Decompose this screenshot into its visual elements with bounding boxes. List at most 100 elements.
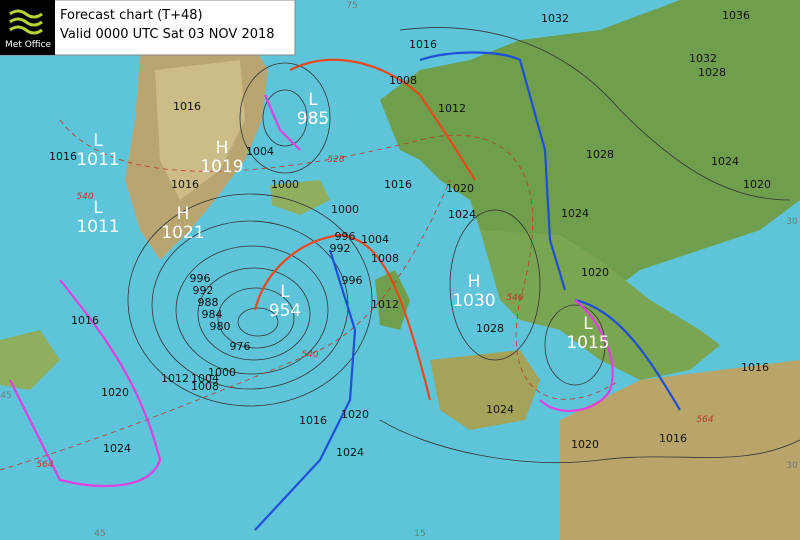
isobar-label: 1032: [541, 12, 569, 25]
isobar-label: 1012: [161, 372, 189, 385]
isobar: [127, 193, 373, 407]
warm-front: [289, 58, 476, 181]
isobar-label: 1004: [246, 145, 274, 158]
isobar-label: 1028: [476, 322, 504, 335]
logo-text: Met Office: [5, 40, 51, 50]
central-europe: [480, 230, 720, 380]
isobar-label: 1024: [486, 403, 514, 416]
pressure-center-value: 985: [297, 109, 329, 129]
isobar-label: 1024: [711, 155, 739, 168]
isobar-label: 980: [210, 320, 231, 333]
isobar-label: 1020: [101, 386, 129, 399]
isobar: [175, 245, 329, 375]
isobar-label: 1024: [448, 208, 476, 221]
cold-front: [574, 298, 681, 411]
pressure-center-kind: L: [93, 131, 103, 151]
pressure-center-value: 1011: [76, 150, 119, 170]
iberia: [430, 350, 540, 430]
title: Forecast chart (T+48): [60, 8, 203, 23]
newfoundland: [0, 330, 60, 390]
warm-front: [253, 233, 432, 401]
pressure-center-kind: H: [177, 204, 190, 224]
isobar-label: 992: [193, 284, 214, 297]
isobar-label: 1036: [722, 9, 750, 22]
isobar-label: 1000: [331, 203, 359, 216]
isobar-label: 1008: [191, 380, 219, 393]
thickness-label: 540: [76, 192, 93, 202]
logo-box: [0, 0, 55, 55]
thickness-label: 546: [506, 293, 523, 303]
isobar: [197, 267, 311, 361]
isobar-label: 1020: [446, 182, 474, 195]
isobar-label: 1028: [586, 148, 614, 161]
thickness-label: 528: [327, 155, 344, 165]
isobar: [217, 287, 295, 349]
isobar: [239, 62, 331, 174]
isobar-label: 1024: [336, 446, 364, 459]
isobar-label: 1016: [71, 314, 99, 327]
occluded-front: [539, 299, 614, 412]
grid-label: 15: [414, 529, 425, 539]
logo-wave: [9, 25, 43, 35]
isobar-label: 1000: [271, 178, 299, 191]
isobar-label: 988: [198, 296, 219, 309]
thickness-label: 564: [696, 415, 713, 425]
pressure-center-value: 1030: [452, 291, 495, 311]
isobar-label: 1016: [49, 150, 77, 163]
isobar-label: 1016: [173, 100, 201, 113]
grid-label: 75: [346, 1, 357, 11]
grid-label: 30: [786, 217, 798, 227]
isobar: [262, 89, 308, 147]
thickness-lines: [0, 119, 621, 471]
isobar-label: 1020: [571, 438, 599, 451]
cold-front: [419, 51, 567, 291]
greenland-ice: [155, 60, 245, 200]
north-africa: [560, 360, 800, 540]
isobar-label: 1024: [103, 442, 131, 455]
thickness-line: [0, 179, 451, 471]
isobar-label: 1016: [741, 361, 769, 374]
isobar-label: 996: [335, 230, 356, 243]
thickness-label: 564: [36, 460, 53, 470]
scandinavia-russia: [380, 0, 800, 300]
logo-wave: [9, 17, 43, 27]
isobar: [449, 209, 541, 361]
isobar-label: 1016: [171, 178, 199, 191]
occluded-front: [9, 279, 162, 488]
isobar-label: 1028: [698, 66, 726, 79]
logo-wave: [9, 9, 43, 19]
isobar-label: 996: [190, 272, 211, 285]
pressure-center-kind: L: [93, 198, 103, 218]
pressure-center-kind: H: [216, 138, 229, 158]
isobar-label: 1004: [361, 233, 389, 246]
isobar-label: 1024: [561, 207, 589, 220]
isobar: [379, 419, 800, 463]
isobar-label: 992: [330, 242, 351, 255]
isobar-label: 1008: [389, 74, 417, 87]
isobar-label: 984: [202, 308, 223, 321]
grid-label: 45: [94, 529, 105, 539]
grid-label: 30: [786, 461, 798, 471]
isobar-label: 1004: [191, 372, 219, 385]
isobar-label: 1016: [659, 432, 687, 445]
logo-waves: [9, 9, 43, 35]
isobar-label: 1000: [208, 366, 236, 379]
fronts: [9, 51, 681, 531]
iceland: [270, 180, 330, 215]
isobar-label: 1020: [743, 178, 771, 191]
pressure-center-kind: L: [280, 282, 290, 302]
isobar-label: 1016: [384, 178, 412, 191]
cold-front: [254, 249, 357, 531]
pressure-center-value: 954: [269, 301, 301, 321]
pressure-center-value: 1019: [200, 157, 243, 177]
thickness-line: [59, 119, 621, 400]
isobar-label: 1012: [371, 298, 399, 311]
isobar: [399, 27, 791, 201]
grid-label: 45: [0, 391, 11, 401]
britain: [375, 270, 410, 330]
isobar-label: 1032: [689, 52, 717, 65]
pressure-center-kind: L: [583, 314, 593, 334]
